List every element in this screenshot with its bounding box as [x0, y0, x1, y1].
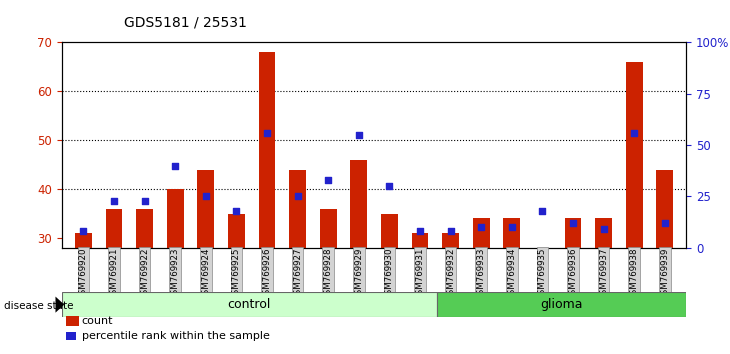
Point	[231, 208, 242, 214]
Text: GSM769923: GSM769923	[171, 248, 180, 300]
Point	[108, 198, 120, 204]
Bar	[197, 170, 215, 248]
Text: GSM769922: GSM769922	[140, 248, 149, 300]
Text: GSM769938: GSM769938	[630, 248, 639, 300]
Text: GSM769928: GSM769928	[323, 248, 333, 300]
Bar	[75, 233, 92, 248]
Point	[383, 183, 395, 189]
Text: GSM769939: GSM769939	[660, 248, 669, 300]
Text: GSM769927: GSM769927	[293, 248, 302, 300]
Bar	[504, 218, 520, 248]
Text: control: control	[228, 298, 271, 311]
Bar	[66, 316, 79, 326]
Text: GSM769924: GSM769924	[201, 248, 210, 300]
Bar	[473, 218, 490, 248]
Bar	[106, 209, 123, 248]
Bar	[437, 292, 686, 317]
Bar	[66, 332, 76, 340]
Text: GSM769935: GSM769935	[538, 248, 547, 300]
Text: GSM769931: GSM769931	[415, 248, 425, 300]
Bar	[320, 209, 337, 248]
Bar	[137, 209, 153, 248]
Text: GSM769936: GSM769936	[569, 248, 577, 300]
Point	[629, 130, 640, 136]
Bar	[350, 160, 367, 248]
Bar	[289, 170, 306, 248]
Point	[537, 208, 548, 214]
Point	[261, 130, 273, 136]
Text: GSM769926: GSM769926	[263, 248, 272, 300]
Bar	[381, 213, 398, 248]
Point	[475, 224, 487, 230]
Text: disease state: disease state	[4, 301, 73, 311]
Text: GDS5181 / 25531: GDS5181 / 25531	[124, 16, 247, 30]
Bar	[167, 189, 184, 248]
Bar	[564, 218, 581, 248]
Polygon shape	[55, 297, 64, 313]
Text: percentile rank within the sample: percentile rank within the sample	[82, 331, 269, 341]
Text: GSM769929: GSM769929	[354, 248, 364, 300]
Point	[139, 198, 150, 204]
Point	[323, 177, 334, 183]
Point	[353, 132, 365, 138]
Text: GSM769932: GSM769932	[446, 248, 455, 300]
Point	[659, 220, 671, 226]
Text: glioma: glioma	[540, 298, 583, 311]
Bar	[228, 213, 245, 248]
Text: GSM769921: GSM769921	[110, 248, 118, 300]
Bar	[656, 170, 673, 248]
Point	[598, 227, 610, 232]
Bar	[595, 218, 612, 248]
Point	[77, 229, 89, 234]
Point	[567, 220, 579, 226]
Point	[445, 229, 456, 234]
Text: GSM769934: GSM769934	[507, 248, 516, 300]
Bar	[62, 292, 437, 317]
Bar	[412, 233, 429, 248]
Bar	[442, 233, 459, 248]
Bar	[534, 248, 551, 262]
Point	[506, 224, 518, 230]
Point	[292, 194, 304, 199]
Bar	[626, 62, 642, 248]
Text: GSM769930: GSM769930	[385, 248, 394, 300]
Bar	[258, 52, 275, 248]
Text: GSM769933: GSM769933	[477, 248, 485, 300]
Text: GSM769920: GSM769920	[79, 248, 88, 300]
Text: count: count	[82, 316, 113, 326]
Text: GSM769925: GSM769925	[232, 248, 241, 300]
Point	[200, 194, 212, 199]
Point	[169, 163, 181, 169]
Text: GSM769937: GSM769937	[599, 248, 608, 300]
Point	[414, 229, 426, 234]
